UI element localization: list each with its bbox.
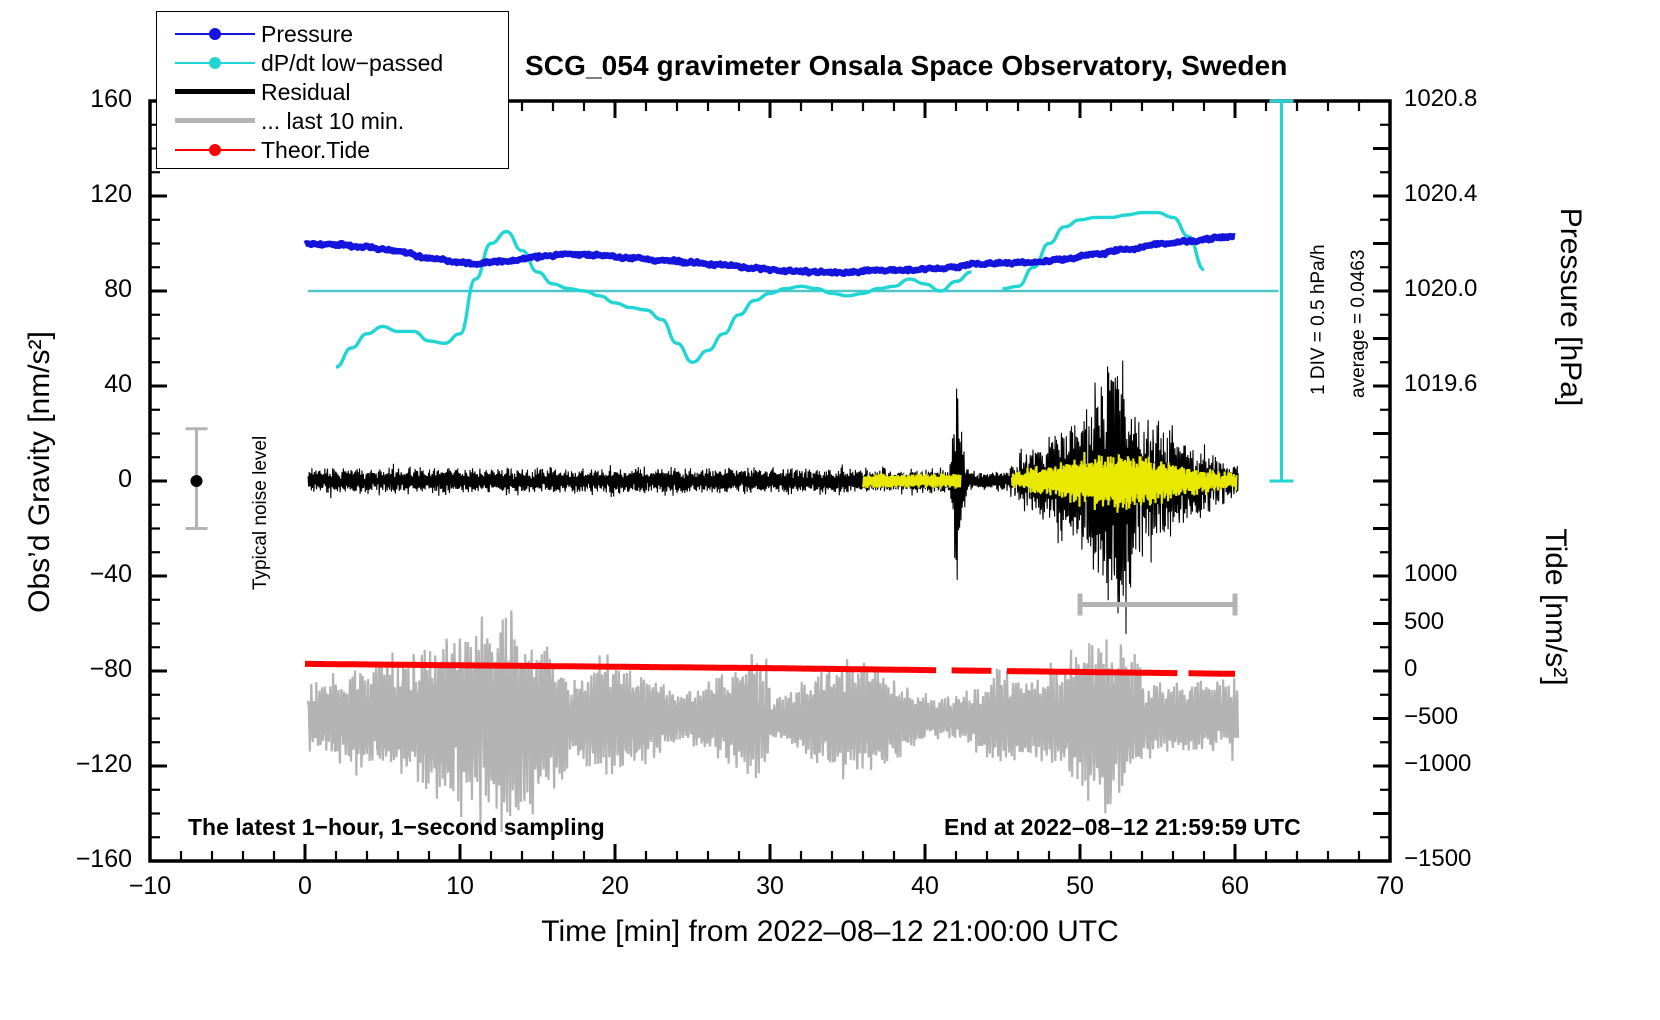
y-axis-label-tide: Tide [nm/s²]	[1539, 528, 1572, 686]
legend-item-2[interactable]: Residual	[157, 78, 508, 106]
legend-item-label: Theor.Tide	[261, 137, 371, 163]
legend-item-4[interactable]: Theor.Tide	[157, 136, 508, 164]
tide-tick-label: −1000	[1404, 750, 1472, 777]
tide-tick-label: −500	[1404, 702, 1459, 730]
tide-tick-label: −1500	[1404, 845, 1472, 872]
pressure-tick-label: 1020.4	[1404, 180, 1478, 207]
legend-item-label: Residual	[261, 79, 351, 105]
tide-tick-label: 0	[1404, 655, 1418, 682]
left-axis-ticks	[150, 99, 167, 863]
left-tick-label: −40	[89, 560, 132, 588]
legend-swatch-icon	[169, 107, 261, 135]
bottom-tick-label: 40	[911, 872, 939, 900]
last10-scale-bar	[1077, 593, 1238, 616]
bottom-tick-label: 50	[1066, 872, 1094, 900]
div-scale-note: 1 DIV = 0.5 hPa/h	[1308, 244, 1329, 395]
left-tick-label: 120	[90, 180, 132, 208]
legend-item-0[interactable]: Pressure	[157, 20, 508, 48]
legend-marker-dot-icon	[209, 57, 221, 69]
left-tick-label: 80	[104, 275, 132, 303]
left-tick-label: 40	[104, 370, 132, 398]
average-note: average = 0.0463	[1348, 249, 1369, 398]
legend-marker-dot-icon	[209, 28, 221, 40]
left-tick-label: 160	[90, 85, 132, 113]
legend-swatch-icon	[169, 136, 261, 164]
legend[interactable]: Pressure dP/dt low−passed Residual ... last…	[156, 11, 509, 169]
legend-swatch-icon	[169, 20, 261, 48]
pressure-trace	[303, 232, 1237, 277]
bottom-tick-label: 0	[298, 872, 312, 900]
residual-yellow-overlay	[862, 451, 1238, 513]
pressure-tick-label: 1019.6	[1404, 370, 1478, 397]
noise-level-errorbar	[185, 427, 208, 530]
residual-trace	[307, 360, 1239, 634]
y-axis-label-pressure: Pressure [hPa]	[1554, 207, 1587, 407]
legend-item-label: Pressure	[261, 21, 354, 47]
bottom-tick-label: −10	[128, 872, 172, 900]
bottom-tick-label: 60	[1221, 872, 1249, 900]
legend-swatch-icon	[169, 49, 261, 77]
left-tick-label: 0	[118, 465, 132, 493]
legend-item-1[interactable]: dP/dt low−passed	[157, 49, 508, 77]
pressure-tick-label: 1020.0	[1404, 275, 1478, 302]
legend-item-label: dP/dt low−passed	[261, 50, 444, 76]
bottom-tick-label: 20	[601, 872, 629, 900]
left-tick-label: −160	[75, 845, 132, 873]
bottom-tick-label: 30	[756, 872, 784, 900]
legend-item-label: ... last 10 min.	[261, 108, 405, 134]
last10-trace	[307, 610, 1240, 833]
left-tick-label: −80	[89, 655, 132, 683]
legend-item-3[interactable]: ... last 10 min.	[157, 107, 508, 135]
noise-level-label: Typical noise level	[250, 435, 271, 590]
chart-title: SCG_054 gravimeter Onsala Space Observat…	[525, 50, 1288, 81]
bottom-tick-label: 70	[1376, 872, 1404, 900]
pressure-tick-label: 1020.8	[1404, 85, 1478, 112]
x-axis-label: Time [min] from 2022–08–12 21:00:00 UTC	[541, 915, 1119, 948]
dpdt-trace	[335, 210, 1205, 369]
footer-right-note: End at 2022–08–12 21:59:59 UTC	[944, 814, 1301, 840]
tide-tick-label: 1000	[1404, 560, 1458, 587]
footer-left-note: The latest 1−hour, 1−second sampling	[188, 814, 605, 840]
legend-marker-dot-icon	[209, 144, 221, 156]
tide-trace	[304, 660, 1236, 677]
left-tick-label: −120	[75, 750, 132, 778]
legend-swatch-icon	[169, 78, 261, 106]
bottom-tick-label: 10	[446, 872, 474, 900]
right-axis-ticks	[1373, 99, 1390, 863]
dpdt-scale-bar	[1269, 99, 1294, 483]
tide-tick-label: 500	[1404, 607, 1445, 635]
